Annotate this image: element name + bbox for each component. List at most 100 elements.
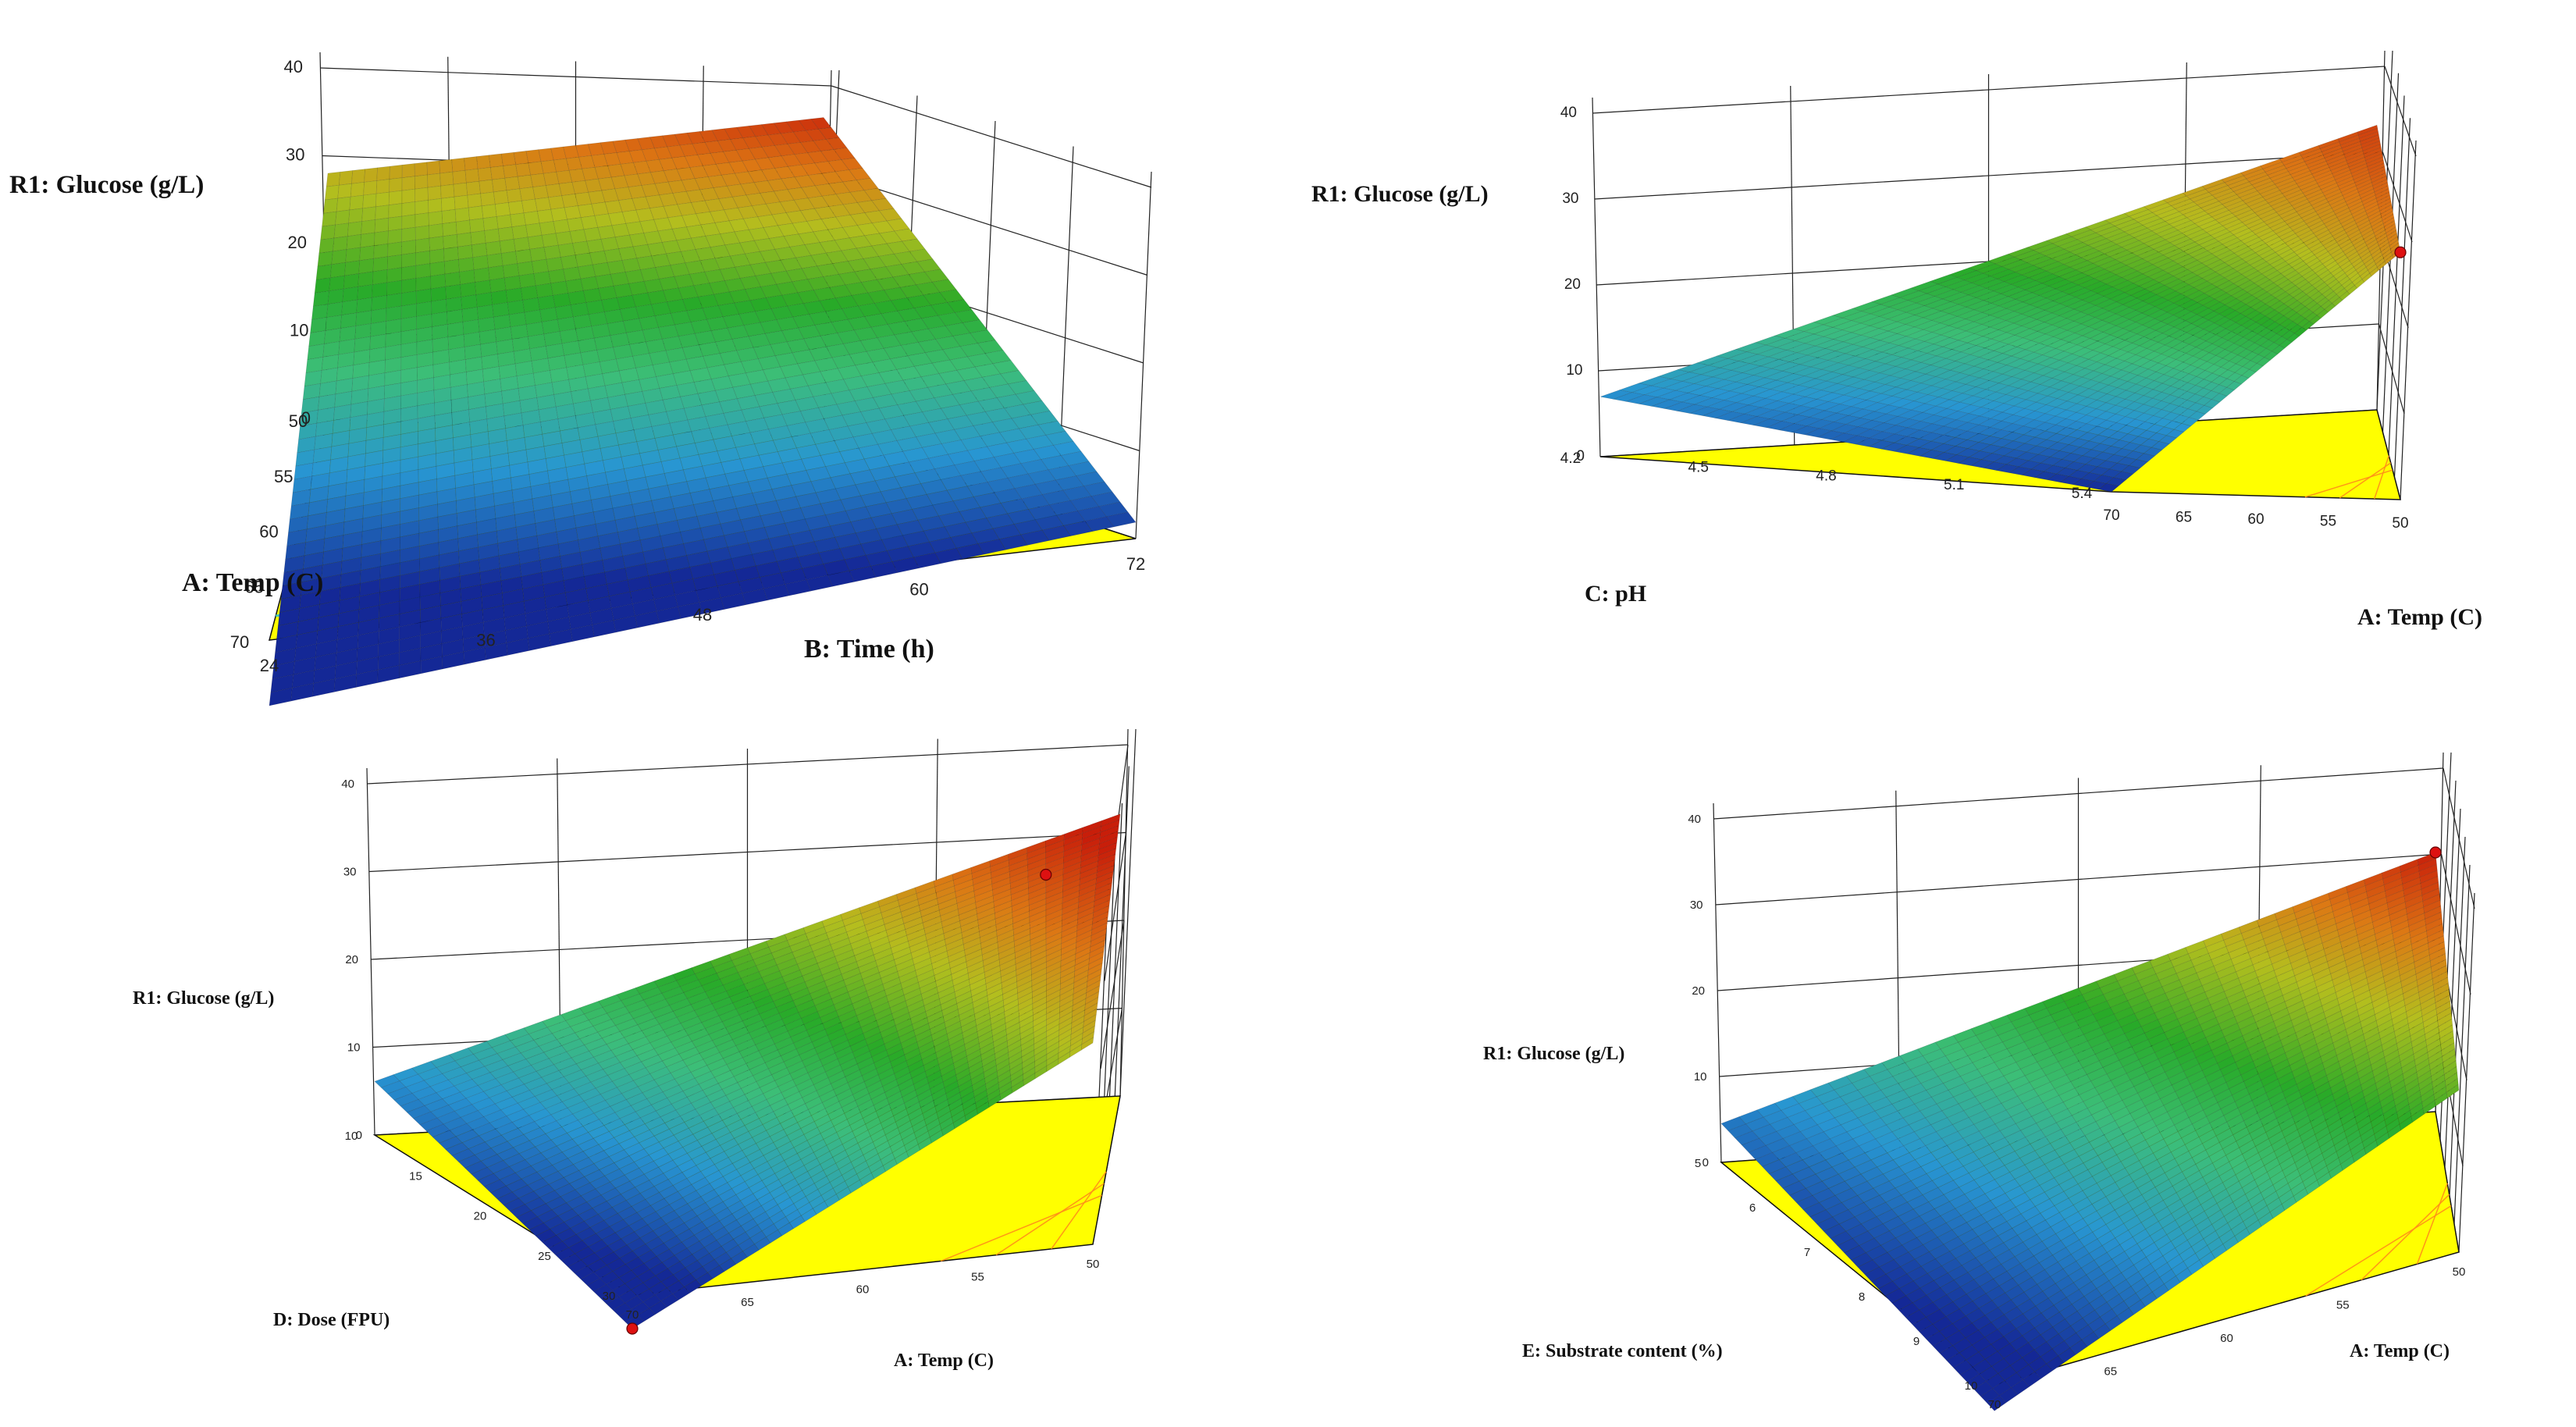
- surface-cell: [415, 212, 429, 228]
- surface-cell: [493, 190, 509, 205]
- grid-line: [2440, 853, 2471, 995]
- surface-cell: [488, 265, 505, 281]
- surface-cell: [455, 219, 471, 235]
- surface-cell: [336, 196, 351, 212]
- x-tick-label: 50: [1087, 1258, 1100, 1271]
- surface-cell: [386, 254, 402, 270]
- grid-line: [1713, 767, 2444, 820]
- surface-cell: [362, 193, 377, 209]
- surface-cell: [329, 262, 347, 279]
- surface-cell: [494, 202, 511, 217]
- surface-cell: [327, 288, 344, 305]
- surface-cell: [525, 222, 543, 238]
- x-tick-label: 65: [741, 1296, 754, 1309]
- surface-cell: [485, 240, 502, 256]
- grid-line: [1112, 766, 1130, 1133]
- surface-plot-temp-time: 0 10 20 30 40 24 36 48 60 72 50 55 60 65 70 R1: Glucose…: [0, 0, 1288, 714]
- surface-cell: [375, 179, 390, 194]
- surface-cell: [500, 151, 517, 166]
- x-tick-label: 60: [856, 1283, 870, 1297]
- surface-plot-temp-substrate: 0 10 20 30 40 70 65 60 55 50 5 6 7 8 9 10 R1: Glucose (g…: [1288, 714, 2576, 1427]
- surface-cell: [461, 294, 478, 310]
- surface-plot-temp-ph: 0 10 20 30 40 70 65 60 55 50 4.2 4.5 4.8 5.1 5.4 R1: Gl…: [1288, 0, 2576, 714]
- surface-cell: [370, 308, 387, 324]
- surface-cell: [416, 301, 432, 317]
- surface-cell: [388, 190, 403, 206]
- surface-cell: [363, 180, 378, 196]
- surface-cell: [401, 201, 416, 217]
- z-tick-label: 20: [288, 233, 307, 252]
- y-tick-label: 70: [230, 632, 249, 652]
- grid-line: [831, 85, 1152, 188]
- surface-cell: [400, 303, 417, 319]
- contours: [2305, 1183, 2452, 1297]
- x-tick-label: 48: [693, 605, 712, 625]
- grid-line: [2400, 140, 2417, 500]
- surface-cell: [360, 232, 375, 248]
- surface-cell: [387, 241, 402, 258]
- surface-cell: [530, 173, 546, 187]
- y-tick-label: 50: [289, 411, 308, 431]
- surface-cell: [548, 269, 567, 284]
- surface-cell: [466, 180, 481, 196]
- z-tick-label: 30: [286, 145, 304, 165]
- surface-cell: [440, 183, 455, 199]
- surface-cell: [401, 188, 416, 204]
- surface-cell: [415, 225, 430, 240]
- surface-cell: [430, 273, 447, 290]
- surface-cell: [347, 221, 363, 237]
- surface-cell: [513, 151, 529, 165]
- grid-line: [1594, 151, 2383, 200]
- x-tick-label: 50: [2392, 515, 2408, 532]
- surface-cell: [361, 219, 376, 235]
- surface-cell: [375, 191, 390, 208]
- surface-cell: [415, 276, 432, 292]
- surface-cell: [373, 243, 389, 259]
- contour-line: [1051, 1171, 1107, 1250]
- surface-cell: [451, 158, 466, 173]
- x-tick-label: 24: [260, 656, 279, 675]
- grid-line: [2453, 864, 2471, 1225]
- surface-cell: [442, 221, 457, 237]
- surface-cell: [458, 257, 475, 272]
- surface-cell: [460, 282, 477, 297]
- contour-line: [2416, 1183, 2449, 1265]
- surface-cell: [386, 279, 402, 296]
- surface-cell: [454, 207, 470, 222]
- z-axis-label: R1: Glucose (g/L): [133, 988, 274, 1009]
- z-tick-label: 10: [290, 321, 308, 340]
- grid-line: [2393, 118, 2411, 478]
- surface: [269, 117, 1137, 706]
- z-tick-label: 0: [356, 1129, 362, 1142]
- z-tick-label: 30: [343, 866, 357, 879]
- y-tick-label: 4.2: [1560, 450, 1581, 467]
- grid-line: [1119, 728, 1137, 1097]
- surface-cell: [323, 198, 339, 214]
- surface-cell: [415, 237, 430, 254]
- surface-plot-temp-dose: 0 10 20 30 40 70 65 60 55 50 10 15 20 25 30 R1: Glucose…: [0, 714, 1288, 1427]
- surface-cell: [429, 261, 446, 277]
- contours: [2304, 455, 2393, 500]
- y-tick-label: 25: [538, 1250, 551, 1263]
- x-tick-label: 55: [2320, 514, 2336, 530]
- surface-cell: [560, 254, 578, 270]
- grid-line: [1715, 853, 2442, 906]
- surface-cell: [312, 290, 330, 307]
- surface-cell: [322, 211, 337, 227]
- surface-cell: [414, 162, 428, 177]
- surface-cell: [443, 233, 458, 250]
- surface-cell: [358, 258, 375, 274]
- surface-cell: [317, 251, 333, 267]
- surface-cell: [401, 252, 417, 269]
- surface-cell: [557, 243, 576, 258]
- surface-cell: [464, 169, 480, 183]
- grid-line: [1104, 832, 1127, 981]
- surface-cell: [452, 169, 467, 185]
- surface-cell: [428, 211, 443, 226]
- surface-cell: [329, 275, 345, 292]
- surface-cell: [315, 264, 333, 280]
- surface-cell: [467, 193, 482, 208]
- surface-cell: [529, 247, 547, 262]
